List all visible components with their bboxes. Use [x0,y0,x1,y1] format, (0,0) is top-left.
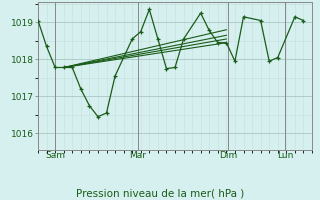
Text: Pression niveau de la mer( hPa ): Pression niveau de la mer( hPa ) [76,188,244,198]
